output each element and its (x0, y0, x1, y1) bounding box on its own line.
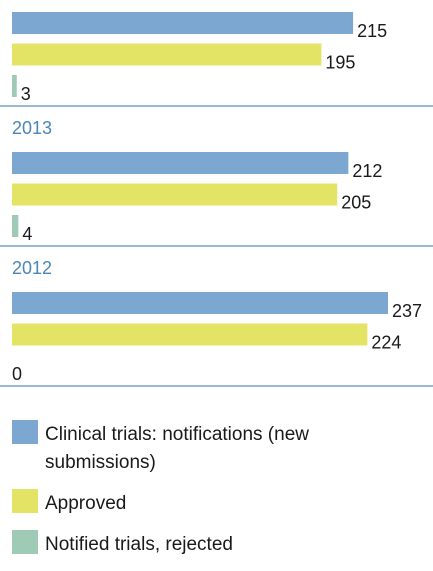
bar (12, 75, 17, 97)
bar (12, 292, 388, 314)
bar (12, 215, 19, 237)
legend-label: Notified trials, rejected (45, 534, 233, 555)
group-label: 2013 (12, 118, 52, 138)
legend-item: Approved (12, 489, 342, 518)
page: {"chart_data": {"type": "bar", "orientat… (0, 12, 433, 555)
group-label: 2012 (12, 258, 52, 278)
legend-item: Notified trials, rejected (12, 530, 342, 559)
value-label: 215 (357, 21, 387, 41)
legend: Clinical trials: notifications (new subm… (12, 420, 342, 571)
legend-swatch (12, 489, 38, 513)
legend-swatch (12, 420, 38, 444)
value-label: 0 (12, 364, 22, 384)
bar (12, 43, 322, 66)
value-label: 205 (341, 193, 371, 213)
legend-label: Clinical trials: notifications (new subm… (45, 424, 309, 473)
legend-label: Approved (45, 493, 127, 514)
value-label: 224 (371, 333, 401, 353)
legend-swatch (12, 530, 38, 554)
bar (12, 152, 349, 174)
legend-item: Clinical trials: notifications (new subm… (12, 420, 342, 477)
value-label: 237 (392, 301, 422, 321)
value-label: 3 (21, 84, 31, 104)
value-label: 212 (352, 161, 382, 181)
bar (12, 323, 368, 346)
bar (12, 183, 338, 206)
value-label: 4 (22, 224, 32, 244)
value-label: 195 (325, 53, 355, 73)
bar (12, 12, 354, 34)
